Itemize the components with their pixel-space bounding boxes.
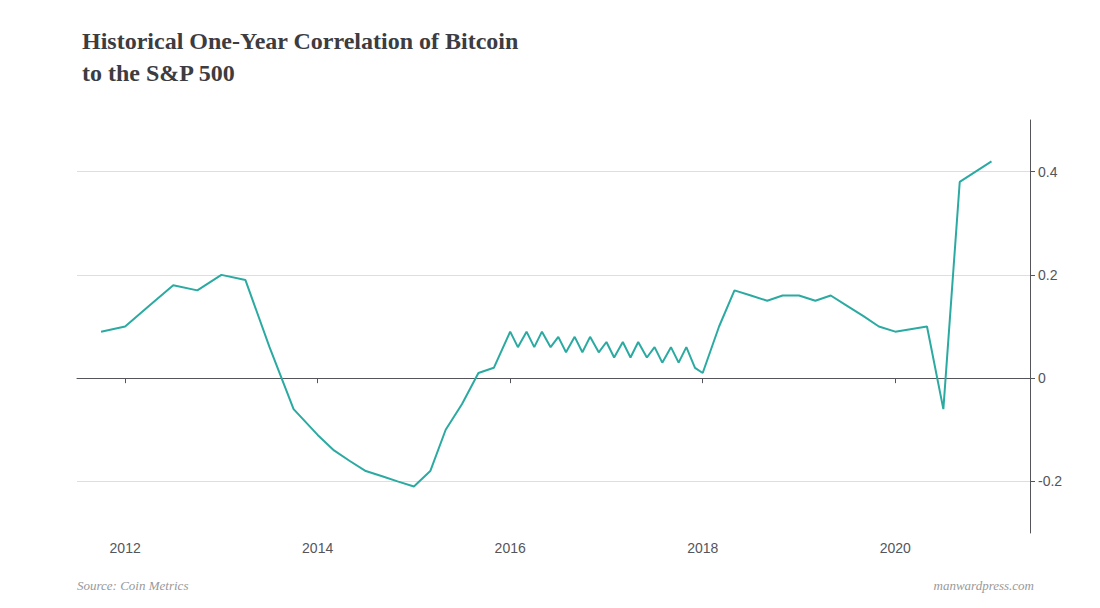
- svg-text:Historical One-Year Correlatio: Historical One-Year Correlation of Bitco…: [82, 28, 518, 54]
- svg-text:-0.2: -0.2: [1038, 473, 1062, 489]
- svg-text:manwardpress.com: manwardpress.com: [933, 578, 1034, 593]
- svg-text:0.2: 0.2: [1038, 267, 1058, 283]
- svg-text:2018: 2018: [687, 540, 718, 556]
- svg-text:to the S&P 500: to the S&P 500: [82, 60, 235, 86]
- svg-text:0: 0: [1038, 370, 1046, 386]
- svg-text:0.4: 0.4: [1038, 164, 1058, 180]
- svg-text:2012: 2012: [110, 540, 141, 556]
- svg-text:Source: Coin Metrics: Source: Coin Metrics: [77, 578, 188, 593]
- svg-text:2014: 2014: [302, 540, 333, 556]
- svg-text:2016: 2016: [495, 540, 526, 556]
- svg-text:2020: 2020: [880, 540, 911, 556]
